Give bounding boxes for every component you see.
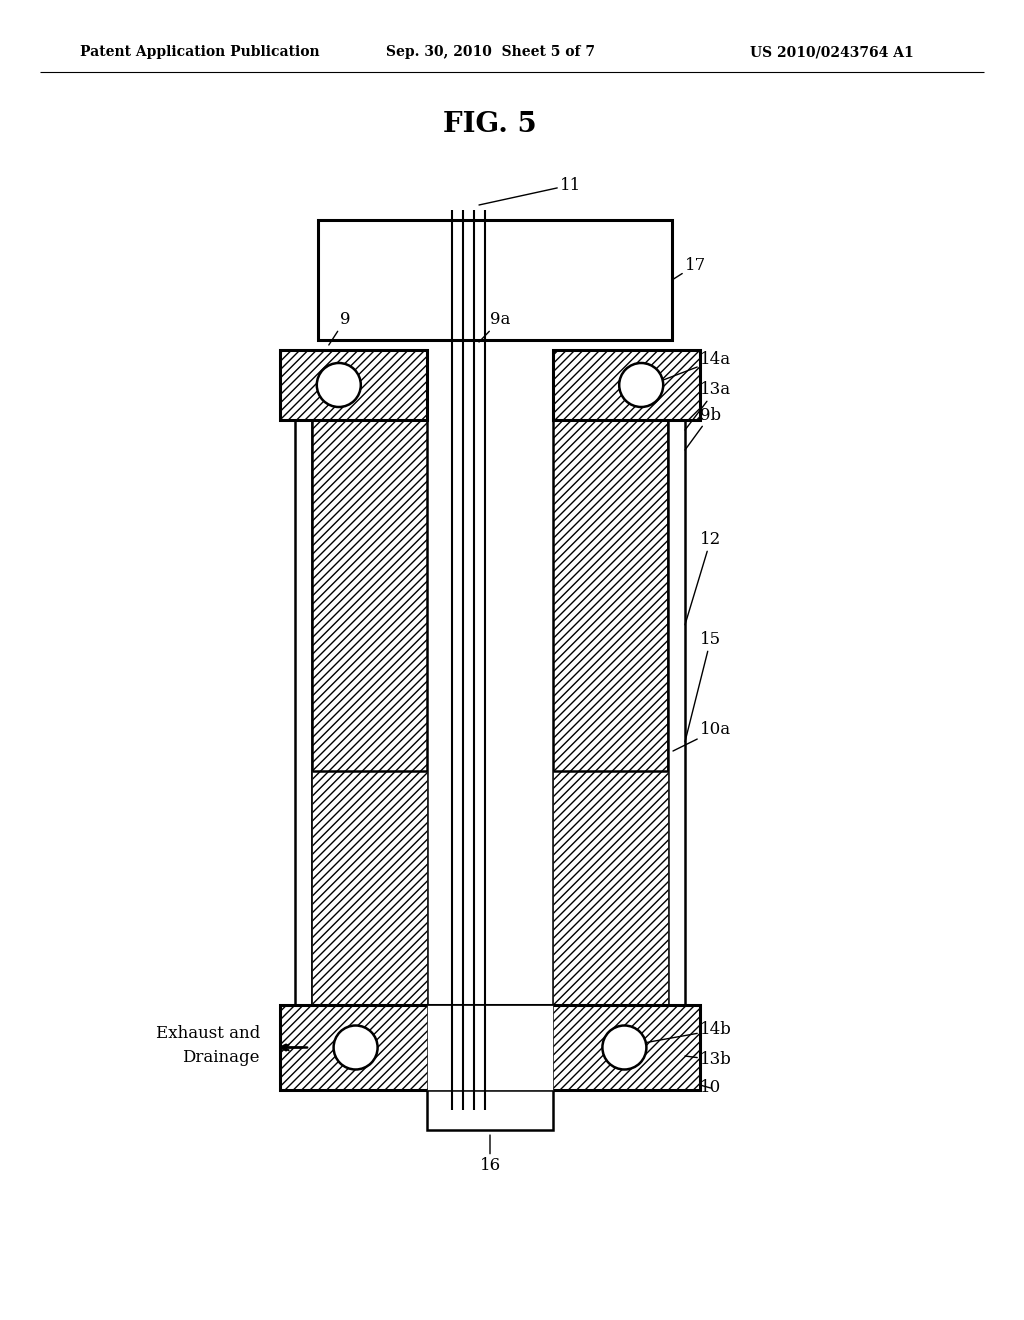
Ellipse shape bbox=[334, 1026, 378, 1069]
Text: Exhaust and: Exhaust and bbox=[156, 1026, 260, 1041]
Text: 9: 9 bbox=[329, 312, 350, 345]
Text: US 2010/0243764 A1: US 2010/0243764 A1 bbox=[750, 45, 913, 59]
Bar bbox=[318, 220, 672, 341]
Ellipse shape bbox=[316, 363, 360, 407]
Text: 14b: 14b bbox=[646, 1022, 732, 1043]
Text: 12: 12 bbox=[685, 532, 721, 624]
Text: Drainage: Drainage bbox=[182, 1049, 260, 1067]
Bar bbox=[312, 420, 427, 1005]
Bar bbox=[427, 1005, 553, 1090]
Text: 17: 17 bbox=[672, 256, 707, 280]
Text: 10: 10 bbox=[700, 1080, 721, 1097]
Bar bbox=[295, 420, 312, 1005]
Text: 13b: 13b bbox=[685, 1052, 732, 1068]
Text: 14a: 14a bbox=[664, 351, 731, 380]
Text: Sep. 30, 2010  Sheet 5 of 7: Sep. 30, 2010 Sheet 5 of 7 bbox=[385, 45, 595, 59]
Text: 11: 11 bbox=[479, 177, 582, 205]
Ellipse shape bbox=[602, 1026, 646, 1069]
Text: 16: 16 bbox=[479, 1135, 501, 1173]
Text: 10a: 10a bbox=[673, 722, 731, 751]
Bar bbox=[312, 771, 427, 1005]
Bar bbox=[553, 771, 668, 1005]
Text: FIG. 5: FIG. 5 bbox=[443, 111, 537, 139]
Bar bbox=[668, 420, 685, 1005]
Bar bbox=[280, 350, 427, 420]
Bar bbox=[280, 1005, 700, 1090]
Ellipse shape bbox=[620, 363, 664, 407]
Text: 9a: 9a bbox=[479, 312, 510, 342]
Text: 15: 15 bbox=[685, 631, 721, 742]
Bar bbox=[553, 350, 700, 420]
Text: Patent Application Publication: Patent Application Publication bbox=[80, 45, 319, 59]
Text: 9b: 9b bbox=[685, 407, 721, 450]
Bar bbox=[427, 1090, 553, 1130]
Bar bbox=[553, 420, 668, 1005]
Text: 13a: 13a bbox=[685, 381, 731, 430]
